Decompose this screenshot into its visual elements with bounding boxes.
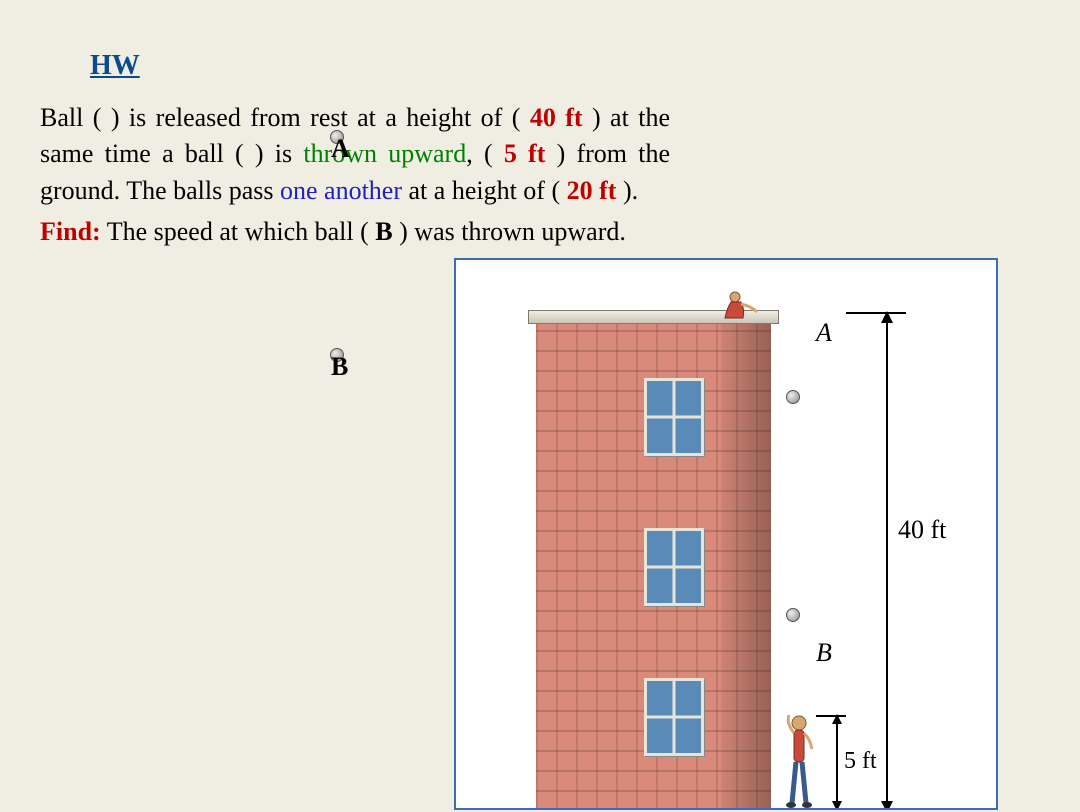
find-line: Find: The speed at which ball ( B ) was … (40, 217, 1040, 247)
label-5ft: 5 ft (844, 748, 877, 775)
window-bottom (644, 678, 704, 756)
text-part: ) is (255, 139, 303, 168)
text-part: Ball ( (40, 103, 111, 132)
ball-b-icon (786, 608, 800, 622)
window-top (644, 378, 704, 456)
window-middle (644, 528, 704, 606)
problem-statement: Ball ( A ) is released from rest at a he… (40, 100, 670, 209)
ball-a-icon (786, 390, 800, 404)
text-part: at a height of ( (402, 176, 567, 205)
person-top-icon (721, 290, 761, 322)
thrown-upward: thrown upward (303, 139, 466, 168)
height-5: 5 ft (504, 139, 546, 168)
text-part: ). (616, 176, 638, 205)
wall-shadow (721, 318, 771, 810)
text-part: ) is released from rest at a height of ( (111, 103, 530, 132)
ball-b-label: B (330, 348, 344, 362)
height-20: 20 ft (567, 176, 617, 205)
dim-line (886, 312, 888, 810)
building (536, 318, 771, 810)
dim-extension (846, 312, 906, 314)
text-part: , ( (466, 139, 504, 168)
dim-line (836, 715, 838, 810)
person-bottom-icon (786, 713, 816, 808)
ball-a-label: A (330, 130, 344, 144)
label-40ft: 40 ft (898, 515, 946, 545)
diagram-label-b: B (816, 638, 832, 668)
hw-title: HW (90, 50, 1040, 82)
find-ball-b: B (375, 217, 392, 246)
one-another: one another (280, 176, 402, 205)
find-label: Find: (40, 217, 101, 246)
dim-extension (816, 808, 846, 810)
text-part: The speed at which ball ( (101, 217, 376, 246)
height-40: 40 ft (530, 103, 583, 132)
diagram-label-a: A (816, 318, 832, 348)
text-part: ) was thrown upward. (393, 217, 626, 246)
diagram: A B 40 ft 5 ft (454, 258, 998, 810)
